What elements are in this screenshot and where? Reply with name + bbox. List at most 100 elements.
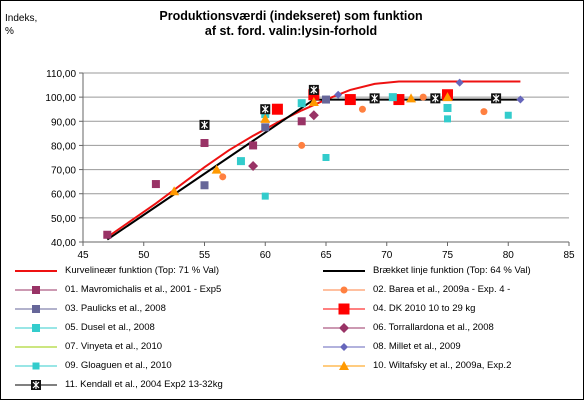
legend-label: 01. Mavromichalis et al., 2001 - Exp5 bbox=[65, 284, 222, 295]
legend-label: 04. DK 2010 10 to 29 kg bbox=[373, 303, 476, 314]
legend-label: 11. Kendall et al., 2004 Exp2 13-32kg bbox=[65, 379, 223, 390]
data-point bbox=[308, 110, 319, 121]
x-tick-label: 55 bbox=[199, 250, 211, 261]
legend-marker bbox=[15, 270, 57, 272]
legend-marker bbox=[323, 303, 365, 315]
legend-label: Kurvelineær funktion (Top: 71 % Val) bbox=[65, 265, 220, 276]
legend-symbol bbox=[340, 286, 348, 294]
series-11 bbox=[199, 84, 502, 130]
y-axis-label-line2: % bbox=[5, 26, 14, 37]
legend-symbol bbox=[340, 343, 348, 351]
data-point bbox=[455, 78, 464, 87]
legend-marker bbox=[15, 324, 57, 332]
data-point-glyph bbox=[492, 94, 500, 103]
data-point bbox=[261, 192, 269, 200]
data-point bbox=[169, 186, 180, 196]
x-tick-label: 60 bbox=[260, 250, 272, 261]
legend-label: 06. Torrallardona et al., 2008 bbox=[373, 322, 494, 333]
legend-symbol bbox=[32, 286, 40, 294]
legend-label: 09. Gloaguen et al., 2010 bbox=[65, 360, 172, 371]
data-point bbox=[516, 95, 525, 104]
data-point bbox=[151, 180, 160, 189]
data-point bbox=[260, 113, 271, 123]
x-tick-label: 80 bbox=[503, 250, 515, 261]
legend-label: 08. Millet et al., 2009 bbox=[373, 341, 461, 352]
series-2 bbox=[219, 93, 488, 181]
y-tick-label: 60,00 bbox=[51, 190, 76, 201]
legend-marker bbox=[323, 343, 365, 351]
y-tick-label: 80,00 bbox=[51, 141, 76, 152]
legend-symbol bbox=[338, 303, 350, 315]
data-point bbox=[297, 117, 306, 126]
data-point bbox=[271, 103, 283, 115]
legend-label: 02. Barea et al., 2009a - Exp. 4 - bbox=[373, 284, 511, 295]
data-point bbox=[200, 139, 209, 148]
series-10 bbox=[169, 92, 453, 196]
x-tick-label: 45 bbox=[77, 250, 89, 261]
legend-label: Brækket linje funktion (Top: 64 % Val) bbox=[373, 265, 531, 276]
legend-marker bbox=[15, 286, 57, 294]
legend-symbol bbox=[32, 305, 40, 313]
y-tick-label: 40,00 bbox=[51, 238, 76, 249]
data-point bbox=[211, 164, 222, 174]
series-6 bbox=[248, 110, 319, 171]
legend-marker bbox=[323, 270, 365, 272]
x-tick-label: 65 bbox=[320, 250, 332, 261]
data-point bbox=[504, 111, 512, 119]
data-point bbox=[248, 160, 259, 171]
y-tick-label: 70,00 bbox=[51, 166, 76, 177]
y-axis-label-line1: Indeks, bbox=[5, 13, 38, 24]
legend-symbol-glyph bbox=[32, 381, 40, 389]
y-tick-label: 100,00 bbox=[45, 93, 76, 104]
data-point bbox=[443, 104, 452, 113]
data-point-glyph bbox=[201, 120, 208, 129]
x-tick-label: 75 bbox=[442, 250, 454, 261]
data-point bbox=[236, 157, 245, 166]
data-point-glyph bbox=[261, 105, 269, 114]
x-tick-label: 70 bbox=[381, 250, 393, 261]
legend-marker bbox=[323, 286, 365, 294]
data-point bbox=[261, 123, 270, 132]
legend-marker bbox=[15, 346, 57, 348]
data-point bbox=[322, 95, 330, 104]
data-point bbox=[200, 181, 209, 190]
legend-symbol bbox=[339, 361, 349, 370]
data-point-glyph bbox=[431, 94, 439, 103]
data-point bbox=[442, 92, 453, 102]
data-point bbox=[419, 93, 427, 101]
legend-label: 05. Dusel et al., 2008 bbox=[65, 322, 155, 333]
data-point bbox=[406, 93, 417, 103]
chart-title-line2: af st. ford. valin:lysin-forhold bbox=[204, 24, 378, 38]
y-tick-label: 50,00 bbox=[51, 214, 76, 225]
series-3 bbox=[200, 95, 330, 190]
legend-marker bbox=[323, 323, 365, 333]
data-point bbox=[358, 105, 366, 113]
y-tick-label: 110,00 bbox=[46, 69, 76, 80]
data-point bbox=[103, 230, 112, 239]
data-point-glyph bbox=[371, 94, 379, 103]
data-point bbox=[334, 90, 343, 99]
series-8 bbox=[334, 78, 525, 104]
series-9 bbox=[261, 111, 512, 200]
data-point bbox=[308, 96, 319, 106]
legend-symbol bbox=[32, 324, 40, 332]
data-point bbox=[388, 93, 397, 102]
legend-symbol bbox=[32, 362, 40, 370]
legend-symbol bbox=[339, 323, 349, 333]
x-tick-label: 50 bbox=[138, 250, 150, 261]
data-point bbox=[297, 99, 306, 108]
data-point bbox=[219, 173, 227, 181]
data-point bbox=[298, 141, 306, 149]
y-tick-label: 90,00 bbox=[51, 117, 76, 128]
data-point bbox=[393, 94, 405, 106]
legend-label: 10. Wiltafsky et al., 2009a, Exp.2 bbox=[373, 360, 512, 371]
data-point bbox=[344, 94, 356, 106]
data-point bbox=[249, 141, 258, 150]
legend-marker bbox=[15, 362, 57, 370]
data-point bbox=[480, 108, 488, 116]
legend-marker bbox=[323, 361, 365, 370]
data-point-glyph bbox=[310, 85, 318, 94]
data-point bbox=[444, 115, 451, 123]
